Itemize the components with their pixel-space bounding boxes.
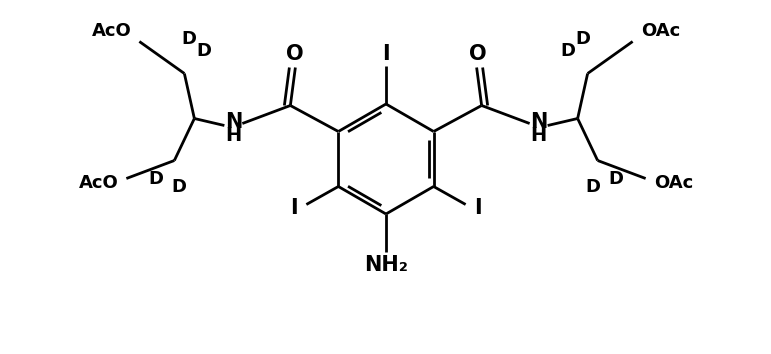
Text: D: D <box>197 42 212 61</box>
Text: D: D <box>149 170 164 188</box>
Text: D: D <box>585 177 600 195</box>
Text: D: D <box>182 29 197 47</box>
Text: OAc: OAc <box>641 23 680 40</box>
Text: I: I <box>291 198 298 217</box>
Text: D: D <box>608 170 623 188</box>
Text: D: D <box>575 29 590 47</box>
Text: H: H <box>225 126 241 145</box>
Text: AcO: AcO <box>92 23 131 40</box>
Text: H: H <box>530 126 547 145</box>
Text: N: N <box>224 112 242 131</box>
Text: I: I <box>382 44 390 64</box>
Text: I: I <box>474 198 481 217</box>
Text: AcO: AcO <box>79 175 118 193</box>
Text: O: O <box>469 45 487 64</box>
Text: O: O <box>285 45 303 64</box>
Text: D: D <box>172 177 187 195</box>
Text: NH₂: NH₂ <box>364 255 408 275</box>
Text: D: D <box>560 42 575 61</box>
Text: OAc: OAc <box>654 175 693 193</box>
Text: N: N <box>530 112 547 131</box>
